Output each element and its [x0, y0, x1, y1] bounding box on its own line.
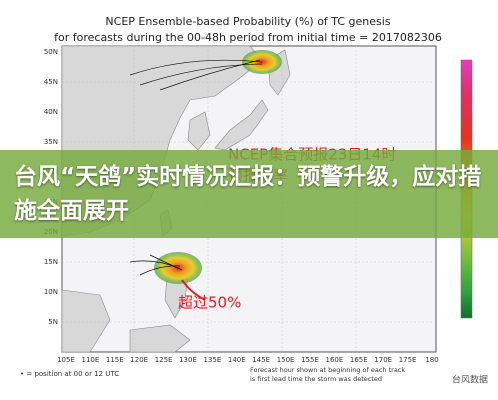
- lat-label: 40N: [44, 108, 58, 116]
- headline-banner: 台风“天鸽”实时情况汇报：预警升级，应对措施全面展开: [0, 150, 498, 238]
- map-title: NCEP Ensemble-based Probability (%) of T…: [105, 15, 390, 28]
- lon-label: 140E: [228, 356, 246, 364]
- tracks: [129, 59, 263, 276]
- lon-label: 135E: [204, 356, 222, 364]
- lon-label: 160E: [326, 356, 344, 364]
- lon-label: 120E: [130, 356, 148, 364]
- lat-label: 15N: [44, 258, 58, 266]
- lon-label: 115E: [106, 356, 124, 364]
- lon-label: 125E: [155, 356, 173, 364]
- lat-label: 35N: [44, 138, 58, 146]
- watermark: 台风数据: [452, 374, 488, 386]
- lon-label: 150E: [277, 356, 295, 364]
- headline: 台风“天鸽”实时情况汇报：预警升级，应对措施全面展开: [14, 164, 482, 224]
- lat-label: 10N: [44, 288, 58, 296]
- lat-label: 50N: [44, 48, 58, 56]
- lon-label: 145E: [252, 356, 270, 364]
- lon-label: 105E: [57, 356, 75, 364]
- lat-label: 5N: [48, 318, 58, 326]
- footer-note: is first lead time the storm was detecte…: [250, 375, 382, 383]
- lon-label: 110E: [82, 356, 100, 364]
- lat-label: 45N: [44, 78, 58, 86]
- annotation-arrow: [181, 279, 206, 301]
- map-subtitle: for forecasts during the 00-48h period f…: [54, 31, 442, 44]
- footer-legend: • = position at 00 or 12 UTC: [20, 370, 119, 378]
- footer-note: Forecast hour shown at beginning of each…: [250, 366, 405, 374]
- lon-label: 165E: [350, 356, 368, 364]
- lon-label: 175E: [399, 356, 417, 364]
- lon-label: 130E: [179, 356, 197, 364]
- lon-label: 170E: [374, 356, 392, 364]
- lon-label: 180: [425, 356, 438, 364]
- annotation: 超过50%: [178, 294, 241, 312]
- lon-label: 155E: [301, 356, 319, 364]
